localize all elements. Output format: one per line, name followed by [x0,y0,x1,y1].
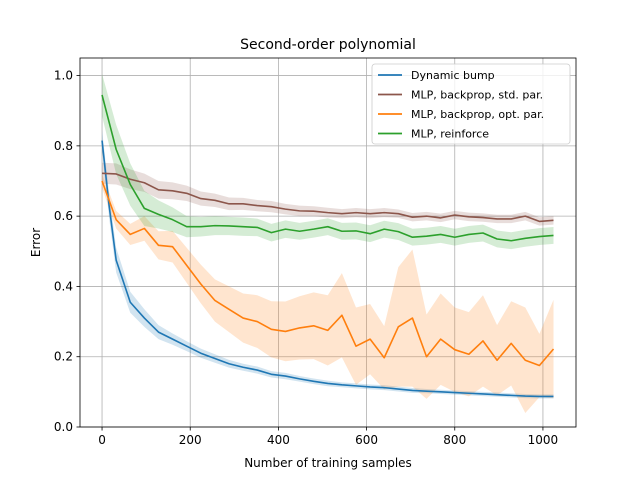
y-axis-label: Error [29,228,43,257]
x-tick-label: 400 [267,433,290,447]
y-tick-label: 1.0 [54,69,73,83]
series-line-0 [101,140,554,398]
legend-label: MLP, backprop, opt. par. [411,108,544,121]
legend-box [371,63,571,145]
series-line-2 [101,180,555,367]
x-tick-label: 800 [443,433,466,447]
y-tick-label: 0.6 [54,209,73,223]
axis-ticks: 0 200 400 600 800 1000 0.0 0.2 0.4 0.6 0.8 1.0 [54,69,558,447]
legend-label: Dynamic bump [411,69,495,82]
series-line-1 [102,172,554,223]
x-tick-label: 200 [179,433,202,447]
x-tick-label: 1000 [528,433,559,447]
axes-frame [79,57,577,428]
chart-title: Second-order polynomial [240,37,416,53]
legend-label: MLP, reinforce [411,128,489,141]
y-tick-label: 0.4 [54,279,73,293]
series-lines [101,94,555,398]
x-tick-label: 0 [98,433,106,447]
y-tick-label: 0.2 [54,350,73,364]
y-tick-label: 0.0 [54,420,73,434]
series-band-2 [102,173,554,413]
series-line-3 [101,94,554,242]
x-tick-label: 600 [355,433,378,447]
legend-label: MLP, backprop, std. par. [411,89,543,102]
x-axis-label: Number of training samples [244,456,412,470]
y-tick-label: 0.8 [54,139,73,153]
legend: Dynamic bump MLP, backprop, std. par. MLP,… [371,63,571,145]
